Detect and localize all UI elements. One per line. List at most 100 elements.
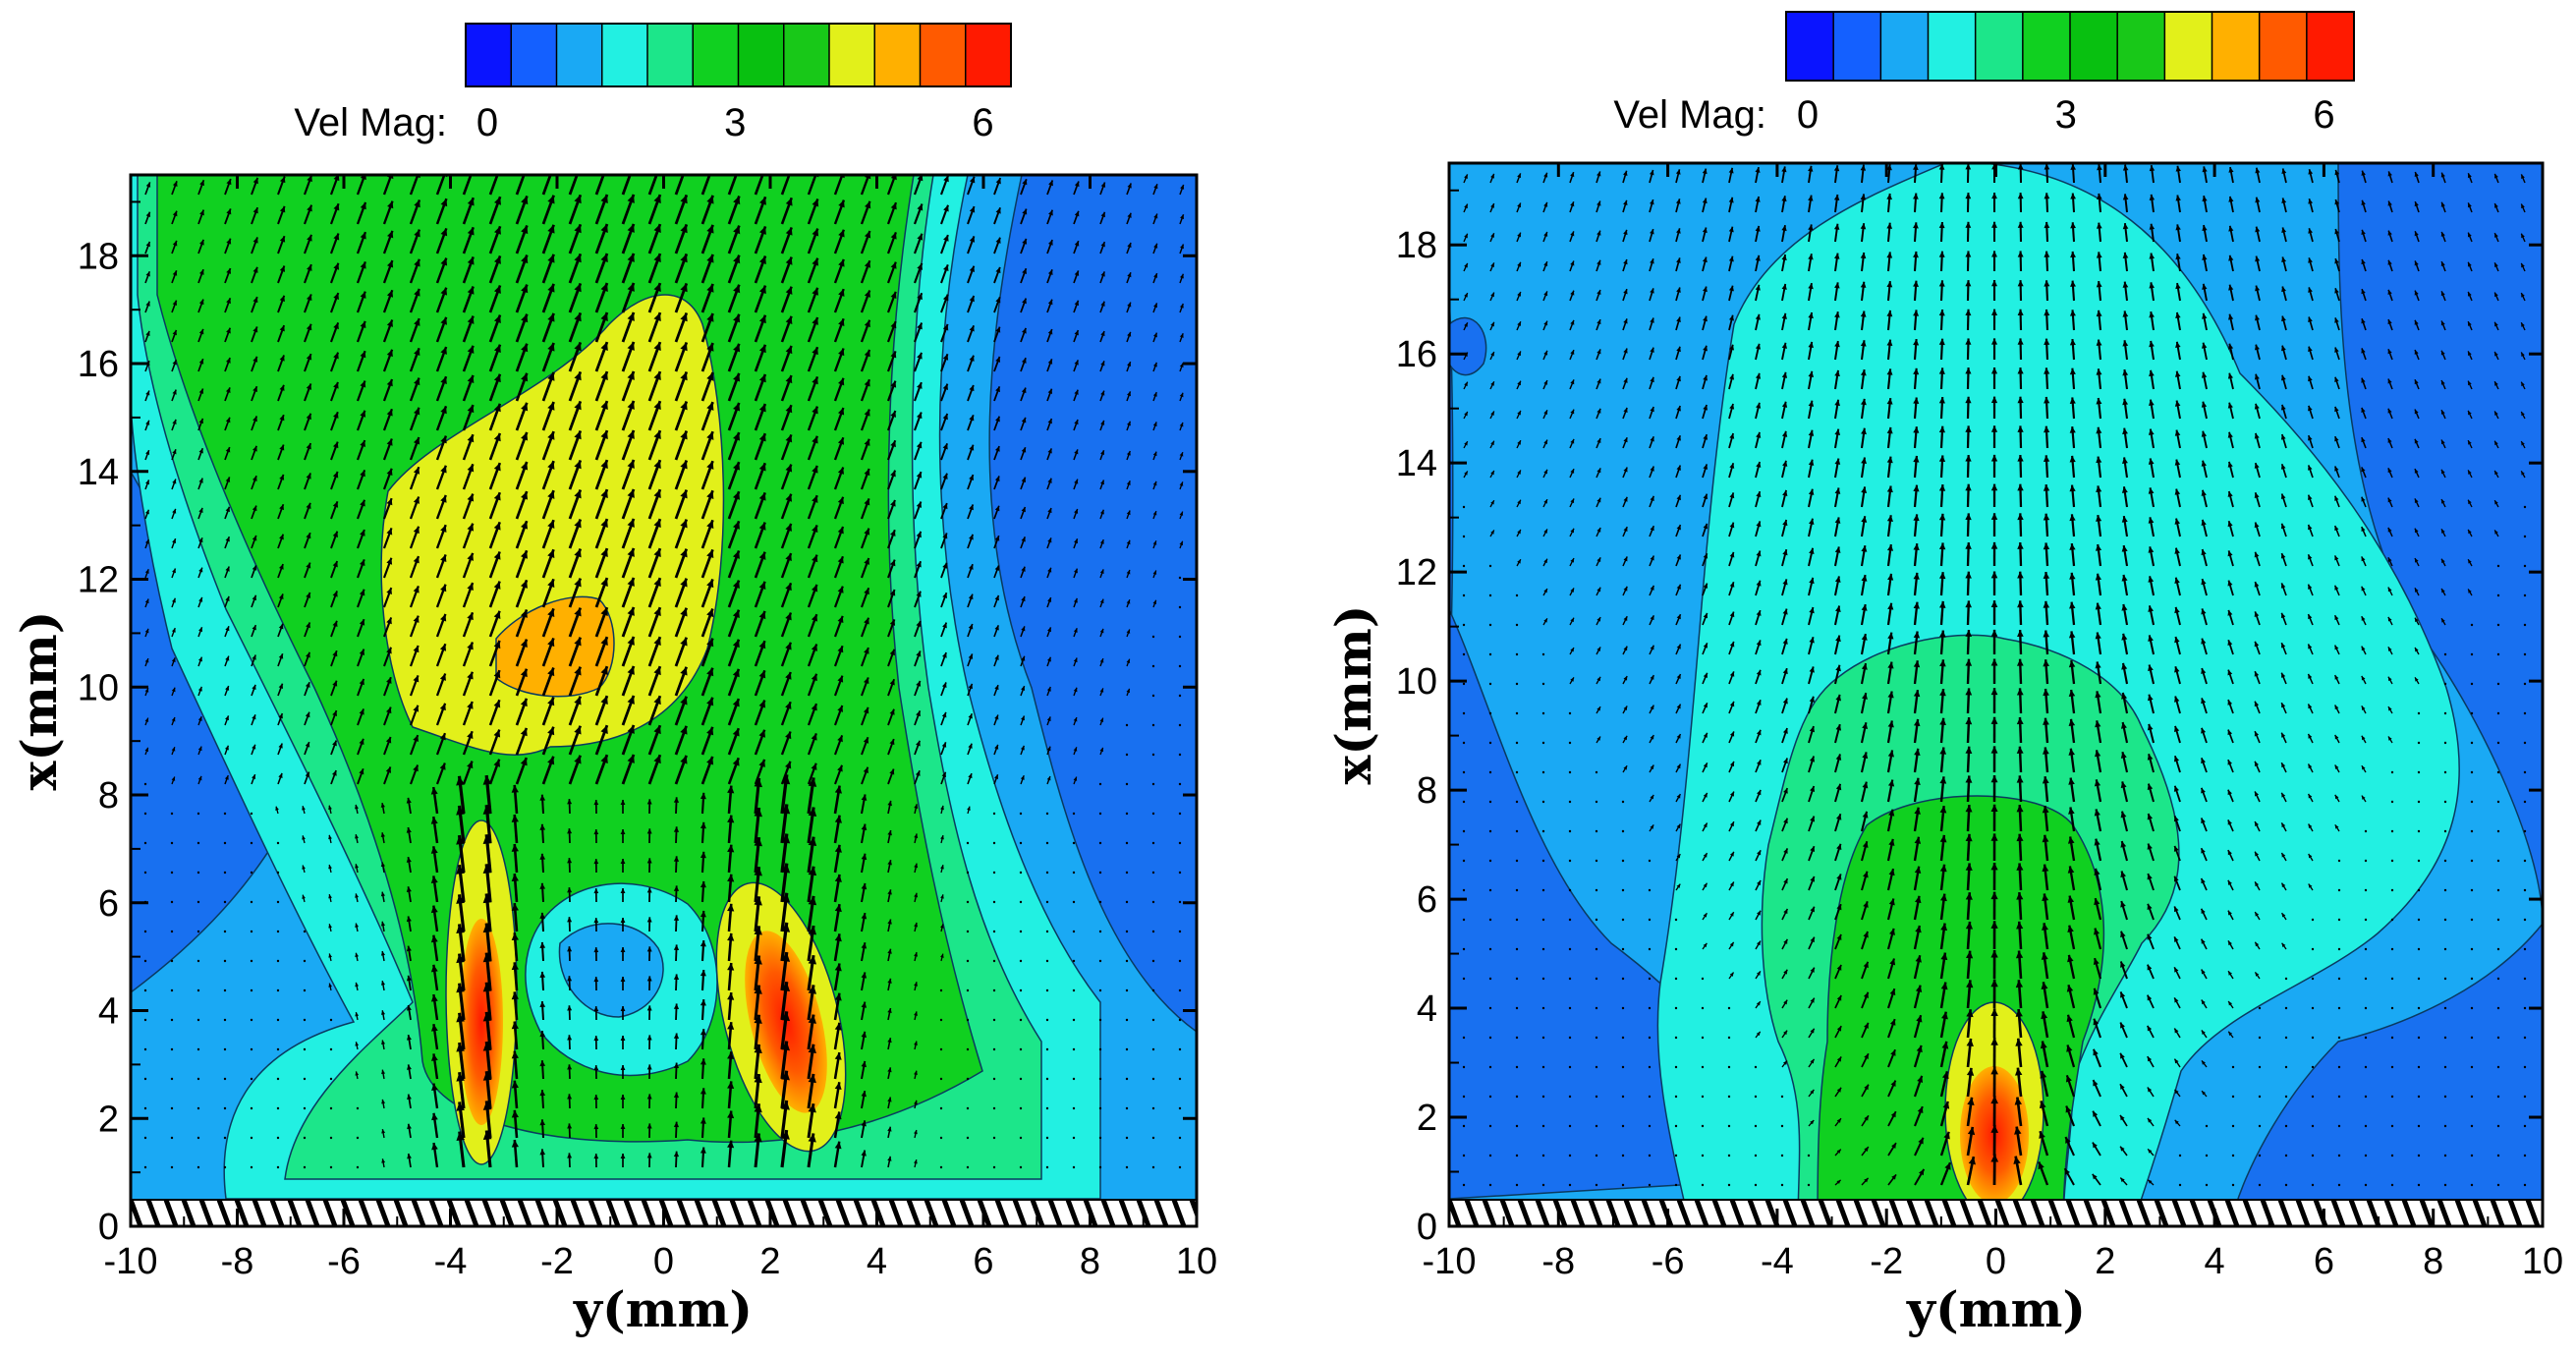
velocity-arrowhead <box>2096 456 2102 464</box>
velocity-arrowhead <box>995 356 1001 363</box>
velocity-arrowhead <box>145 301 150 307</box>
velocity-arrowhead <box>2147 1025 2153 1032</box>
velocity-arrowhead <box>2521 381 2525 387</box>
velocity-arrowhead <box>1047 537 1052 543</box>
nozzle-hatch <box>517 1199 532 1226</box>
velocity-arrowhead <box>1808 488 1815 495</box>
velocity-vector <box>2231 1065 2235 1069</box>
velocity-arrowhead <box>2440 201 2445 207</box>
velocity-arrowhead <box>467 198 475 206</box>
velocity-arrowhead <box>2308 584 2313 590</box>
velocity-vector <box>2523 888 2527 892</box>
velocity-arrowhead <box>1913 193 1919 199</box>
velocity-arrowhead <box>306 651 310 658</box>
velocity-arrowhead <box>1517 232 1522 238</box>
velocity-arrowhead <box>1781 196 1787 202</box>
velocity-arrowhead <box>440 287 448 296</box>
velocity-arrowhead <box>2281 227 2287 234</box>
nozzle-hatch <box>588 1199 603 1226</box>
velocity-arrowhead <box>2387 616 2392 622</box>
velocity-vector <box>1019 930 1023 933</box>
velocity-arrowhead <box>1490 352 1494 357</box>
velocity-arrowhead <box>225 477 231 482</box>
velocity-arrowhead <box>2173 785 2179 792</box>
velocity-arrowhead <box>600 401 608 410</box>
velocity-arrowhead <box>916 710 921 717</box>
velocity-vector <box>1072 930 1076 933</box>
velocity-arrowhead <box>380 950 386 956</box>
velocity-vector <box>2496 1006 2500 1010</box>
velocity-arrowhead <box>574 165 581 174</box>
velocity-arrowhead <box>225 506 230 513</box>
velocity-arrowhead <box>2361 348 2366 354</box>
velocity-arrowhead <box>439 733 446 741</box>
velocity-arrowhead <box>812 347 818 356</box>
velocity-arrowhead <box>812 317 818 325</box>
velocity-arrowhead <box>1517 499 1521 505</box>
velocity-arrowhead <box>706 312 714 322</box>
velocity-arrowhead <box>2361 706 2366 710</box>
velocity-arrowhead <box>380 1010 386 1015</box>
velocity-arrowhead <box>916 621 922 628</box>
velocity-arrowhead <box>2387 349 2392 355</box>
velocity-arrowhead <box>2202 283 2208 290</box>
velocity-arrowhead <box>1808 224 1814 231</box>
velocity-vector <box>1488 1095 1492 1099</box>
velocity-arrowhead <box>2147 903 2153 910</box>
velocity-arrowhead <box>144 717 149 722</box>
velocity-vector <box>2443 1065 2447 1069</box>
velocity-arrowhead <box>2494 262 2498 267</box>
velocity-arrowhead <box>2280 404 2286 411</box>
velocity-vector <box>2311 947 2315 951</box>
velocity-arrowhead <box>673 1151 680 1157</box>
velocity-arrowhead <box>2201 758 2206 764</box>
velocity-arrowhead <box>172 538 177 544</box>
left-contour-field <box>131 165 1197 1226</box>
velocity-arrowhead <box>758 197 766 205</box>
velocity-arrowhead <box>2468 529 2472 535</box>
velocity-arrowhead <box>673 1121 680 1128</box>
velocity-vector <box>1151 1077 1155 1081</box>
velocity-vector <box>223 1077 227 1081</box>
velocity-arrowhead <box>1047 567 1052 573</box>
velocity-arrowhead <box>1888 809 1895 817</box>
velocity-arrowhead <box>1490 233 1494 238</box>
colorbar-swatch <box>693 24 739 86</box>
velocity-arrowhead <box>2361 527 2366 532</box>
velocity-arrowhead <box>758 463 766 472</box>
velocity-arrowhead <box>2095 720 2101 728</box>
velocity-arrowhead <box>2387 437 2392 443</box>
velocity-arrowhead <box>2255 314 2261 321</box>
velocity-arrowhead <box>732 580 740 589</box>
velocity-vector <box>1568 711 1572 715</box>
nozzle-hatch <box>358 1199 373 1226</box>
nozzle-hatch <box>641 1199 656 1226</box>
velocity-arrowhead <box>968 593 974 600</box>
velocity-arrowhead <box>600 312 608 321</box>
velocity-arrowhead <box>306 562 311 569</box>
velocity-arrowhead <box>2280 643 2286 649</box>
velocity-arrowhead <box>864 319 870 328</box>
velocity-arrowhead <box>627 370 635 380</box>
velocity-vector <box>1515 1065 1519 1069</box>
velocity-arrowhead <box>864 588 869 595</box>
velocity-arrowhead <box>279 355 285 362</box>
velocity-arrowhead <box>307 204 312 212</box>
y-tick-label: 2 <box>98 1099 119 1140</box>
velocity-arrowhead <box>431 1053 438 1061</box>
velocity-arrowhead <box>306 473 311 480</box>
velocity-arrowhead <box>834 1052 842 1060</box>
velocity-arrowhead <box>706 756 714 765</box>
velocity-vector <box>303 1106 307 1110</box>
velocity-arrowhead <box>1965 950 1974 959</box>
velocity-arrowhead <box>145 450 150 455</box>
velocity-arrowhead <box>467 583 474 591</box>
velocity-arrowhead <box>144 658 149 663</box>
velocity-vector <box>1488 652 1492 656</box>
velocity-arrowhead <box>2149 194 2156 200</box>
velocity-arrowhead <box>430 875 438 884</box>
velocity-vector <box>1125 753 1129 757</box>
velocity-arrowhead <box>511 1050 519 1059</box>
velocity-arrowhead <box>2494 321 2498 327</box>
velocity-arrowhead <box>2147 1056 2153 1062</box>
